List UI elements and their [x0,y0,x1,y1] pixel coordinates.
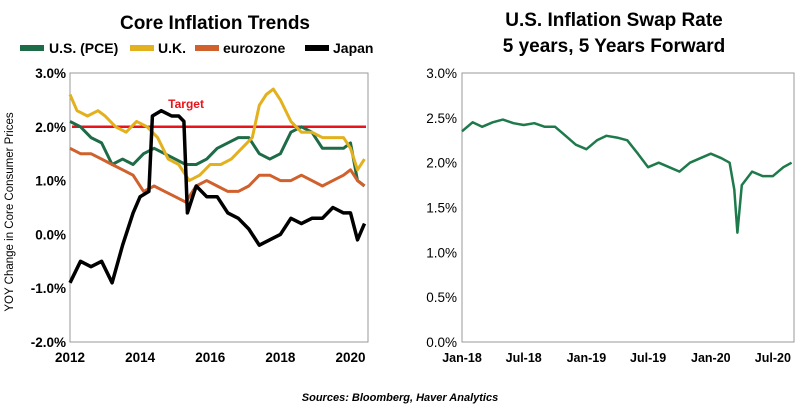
y-tick-label: 2.5% [426,111,457,126]
y-axis-label: YOY Change in Core Consumer Prices [4,112,16,311]
x-tick-label: 2014 [125,350,156,365]
y-tick-label: -1.0% [31,281,66,296]
plot-frame [461,72,795,343]
legend-label-japan: Japan [333,40,373,56]
y-tick-label: 1.0% [426,245,457,260]
legend-label-eurozone: eurozone [223,40,285,56]
swap-rate-chart: U.S. Inflation Swap Rate 5 years, 5 Year… [426,10,795,365]
x-tick-labels: 2012 2014 2016 2018 2020 [55,350,366,365]
plot-frame [69,72,369,343]
x-tick-label: Jan-20 [691,351,731,365]
y-tick-label: 0.0% [35,227,66,242]
x-tick-label: Jan-19 [567,351,607,365]
y-tick-label: 3.0% [426,66,457,81]
series-line-u-s-pce [69,120,366,188]
x-tick-label: Jul-20 [755,351,791,365]
x-tick-label: 2012 [55,350,85,365]
legend: U.S. (PCE) U.K. eurozone Japan [20,40,373,56]
x-tick-label: Jul-18 [506,351,542,365]
series-line-japan [68,108,367,285]
x-tick-label: Jan-18 [442,351,482,365]
x-tick-labels: Jan-18 Jul-18 Jan-19 Jul-19 Jan-20 Jul-20 [442,351,791,365]
y-tick-label: 2.0% [35,120,66,135]
x-tick-label: 2016 [195,350,226,365]
y-tick-label: 1.0% [35,174,66,189]
target-label: Target [168,97,204,111]
y-tick-label: 1.5% [426,201,457,216]
y-tick-label: -2.0% [31,335,66,350]
legend-label-uk: U.K. [158,40,186,56]
legend-label-us: U.S. (PCE) [49,40,118,56]
series-lines [68,87,367,285]
x-tick-label: 2020 [335,350,365,365]
core-inflation-chart: Core Inflation Trends U.S. (PCE) U.K. eu… [4,13,373,365]
series-lines [461,118,793,234]
x-tick-label: Jul-19 [630,351,666,365]
series-line-swap-rate [461,118,793,234]
series-line-eurozone [69,146,366,204]
y-tick-labels: 3.0% 2.0% 1.0% 0.0% -1.0% -2.0% [31,66,66,350]
series-line-u-k [68,87,366,183]
y-tick-label: 2.0% [426,156,457,171]
chart-title: U.S. Inflation Swap Rate [505,10,722,31]
y-tick-label: 3.0% [35,66,66,81]
y-tick-labels: 3.0% 2.5% 2.0% 1.5% 1.0% 0.5% 0.0% [426,66,457,350]
source-note: Sources: Bloomberg, Haver Analytics [302,392,498,404]
chart-subtitle: 5 years, 5 Years Forward [503,36,726,57]
x-tick-label: 2018 [265,350,296,365]
chart-title: Core Inflation Trends [120,13,310,34]
y-tick-label: 0.0% [426,335,457,350]
y-tick-label: 0.5% [426,290,457,305]
